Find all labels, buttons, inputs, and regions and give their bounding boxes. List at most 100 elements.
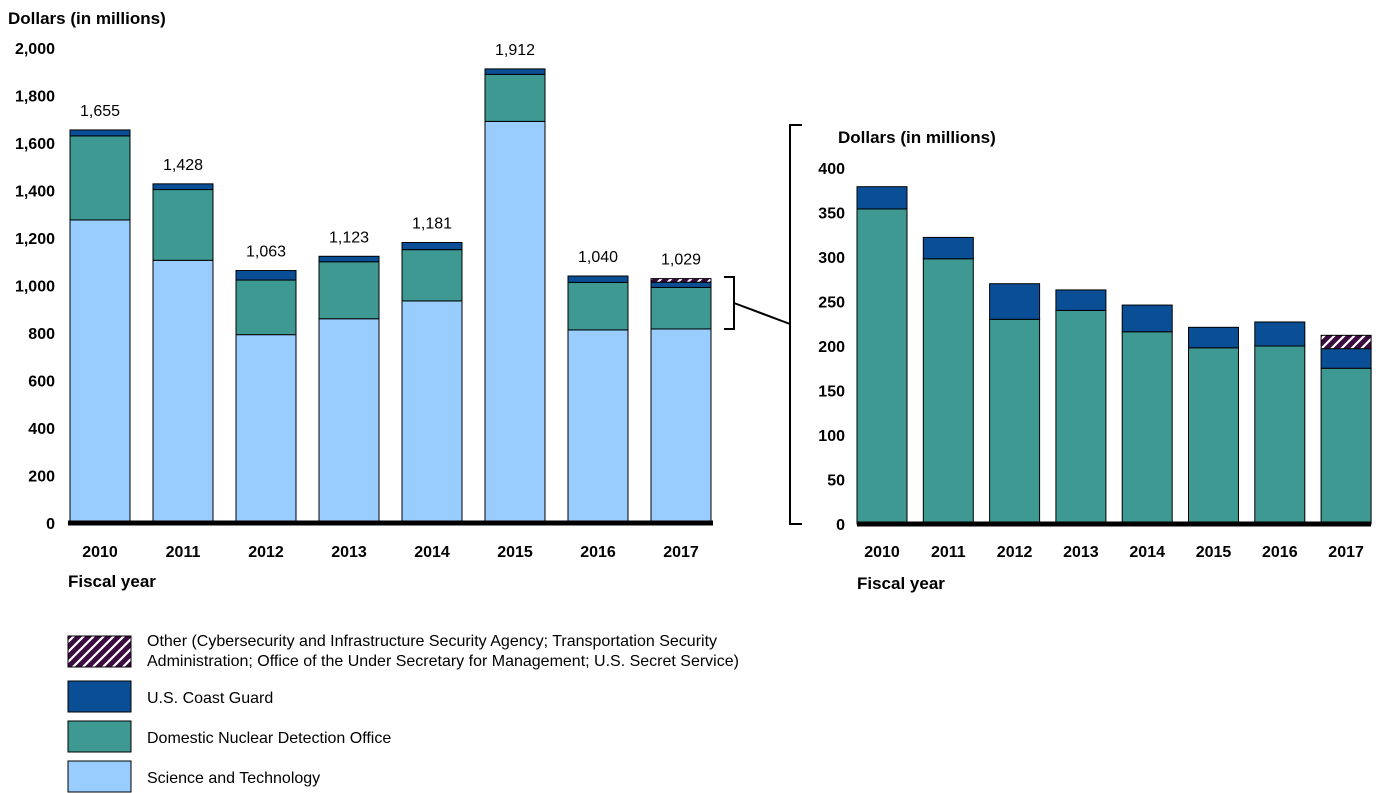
bar-segment (567, 275, 629, 283)
bar-segment (1055, 309, 1107, 525)
x-tick-label: 2015 (497, 544, 533, 561)
bar-segment (1055, 289, 1107, 311)
bar-segment (650, 328, 712, 524)
x-tick-label: 2013 (331, 544, 367, 561)
y-tick-label: 200 (28, 469, 55, 486)
bar-total-label: 1,040 (578, 249, 618, 266)
x-axis-title: Fiscal year (68, 572, 156, 591)
legend-swatch (67, 680, 132, 713)
bar-segment (69, 129, 131, 137)
y-tick-label: 50 (827, 473, 845, 490)
y-tick-label: 1,000 (15, 279, 55, 296)
x-axis-title: Fiscal year (857, 574, 945, 593)
y-tick-label: 100 (818, 428, 845, 445)
y-tick-label: 1,200 (15, 231, 55, 248)
bar-segment (567, 281, 629, 331)
bar-segment (318, 255, 380, 263)
y-tick-label: 200 (818, 339, 845, 356)
y-tick-label: 600 (28, 374, 55, 391)
bar-segment (152, 183, 214, 191)
y-axis-title: Dollars (in millions) (8, 9, 166, 28)
bar-total-label: 1,655 (80, 103, 120, 120)
bar-segment (922, 236, 974, 260)
y-tick-label: 800 (28, 326, 55, 343)
bar-segment (318, 261, 380, 320)
bar-segment (401, 242, 463, 251)
x-tick-label: 2017 (1328, 544, 1364, 561)
bar-total-label: 1,181 (412, 216, 452, 233)
bar-segment (484, 68, 546, 75)
legend-label: Science and Technology (147, 770, 320, 787)
bar-total-label: 1,123 (329, 229, 369, 246)
bar-segment (1188, 347, 1239, 525)
bar-segment (69, 219, 131, 524)
bar-segment (1254, 345, 1306, 525)
bar-segment (650, 286, 712, 330)
y-tick-label: 150 (818, 384, 845, 401)
bar-segment (989, 283, 1041, 320)
bar-segment (856, 186, 908, 210)
bar-segment (989, 318, 1041, 525)
bar-segment (1121, 331, 1173, 525)
y-tick-label: 350 (818, 206, 845, 223)
y-tick-label: 0 (46, 516, 55, 533)
x-tick-label: 2011 (931, 544, 966, 561)
bar-segment (650, 278, 712, 283)
bar-segment (1254, 321, 1306, 347)
zoom-bracket (789, 124, 802, 525)
bar-segment (484, 73, 546, 122)
bar-segment (401, 249, 463, 302)
y-tick-label: 1,800 (15, 89, 55, 106)
bar-segment (484, 120, 546, 524)
y-axis-title: Dollars (in millions) (838, 128, 996, 147)
bar-segment (235, 279, 297, 336)
x-tick-label: 2010 (82, 544, 118, 561)
legend-swatch (67, 635, 132, 668)
x-tick-label: 2014 (1129, 544, 1165, 561)
y-tick-label: 2,000 (15, 41, 55, 58)
x-tick-label: 2013 (1063, 544, 1099, 561)
x-tick-label: 2016 (580, 544, 616, 561)
zoom-connector-line (733, 302, 791, 325)
y-tick-label: 300 (818, 250, 845, 267)
bar-segment (152, 189, 214, 261)
bar-total-label: 1,428 (163, 157, 203, 174)
x-tick-label: 2017 (663, 544, 699, 561)
x-tick-label: 2015 (1196, 544, 1232, 561)
bar-segment (567, 329, 629, 524)
y-tick-label: 1,400 (15, 184, 55, 201)
bar-segment (69, 135, 131, 221)
bar-segment (235, 334, 297, 524)
y-tick-label: 0 (836, 517, 845, 534)
zoom-brace (724, 276, 735, 330)
x-tick-label: 2012 (248, 544, 284, 561)
bar-segment (1320, 348, 1372, 369)
bar-segment (235, 270, 297, 281)
x-tick-label: 2010 (864, 544, 900, 561)
bar-segment (922, 258, 974, 525)
bar-segment (650, 281, 712, 288)
legend-label: U.S. Coast Guard (147, 690, 273, 707)
bar-total-label: 1,912 (495, 42, 535, 59)
bar-total-label: 1,063 (246, 244, 286, 261)
y-tick-label: 400 (818, 161, 845, 178)
legend-swatch (67, 760, 132, 793)
bar-segment (1320, 334, 1372, 350)
legend-label: Administration; Office of the Under Secr… (147, 653, 739, 670)
x-tick-label: 2011 (166, 544, 201, 561)
y-tick-label: 1,600 (15, 136, 55, 153)
x-tick-label: 2016 (1262, 544, 1298, 561)
legend-swatch (67, 720, 132, 753)
legend-label: Domestic Nuclear Detection Office (147, 730, 391, 747)
x-tick-label: 2014 (414, 544, 450, 561)
bar-segment (856, 208, 908, 525)
bar-segment (1121, 304, 1173, 333)
y-tick-label: 400 (28, 421, 55, 438)
x-tick-label: 2012 (997, 544, 1033, 561)
bar-total-label: 1,029 (661, 252, 701, 269)
y-tick-label: 250 (818, 295, 845, 312)
bar-segment (401, 300, 463, 524)
bar-segment (1320, 367, 1372, 525)
legend-label: Other (Cybersecurity and Infrastructure … (147, 633, 717, 650)
